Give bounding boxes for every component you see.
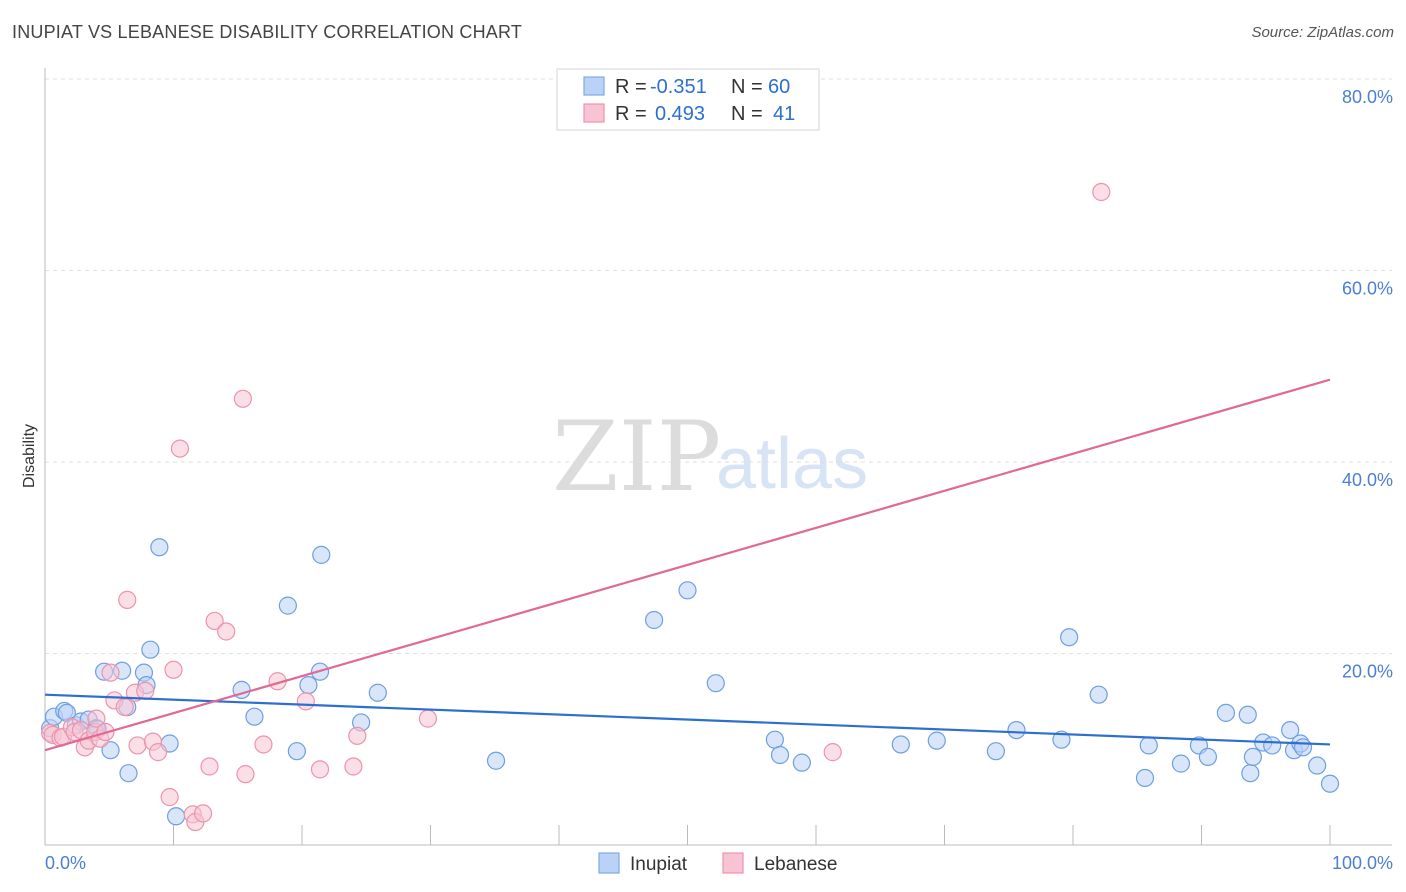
gridlines: [45, 78, 1392, 654]
lebanese-point: [164, 660, 183, 679]
lebanese-point: [101, 663, 120, 682]
x-tick-label-min: 0.0%: [45, 853, 86, 873]
inupiat-point: [101, 741, 120, 760]
lebanese-point: [418, 709, 438, 728]
inupiat-point: [150, 538, 169, 557]
watermark-zip: ZIP: [552, 401, 721, 513]
inupiat-point: [486, 751, 506, 770]
inupiat-point: [678, 581, 697, 600]
inupiat-point: [1007, 720, 1026, 740]
inupiat-point: [368, 683, 387, 702]
bottom-legend-swatch-inupiat: [598, 852, 620, 874]
inupiat-point: [312, 545, 331, 564]
inupiat-point: [1293, 738, 1313, 757]
inupiat-point: [1052, 730, 1071, 749]
inupiat-point: [644, 610, 664, 630]
inupiat-point: [141, 640, 160, 659]
inupiat-point: [119, 764, 138, 783]
lebanese-point: [254, 735, 273, 754]
inupiat-point: [792, 753, 811, 772]
lebanese-point: [87, 709, 106, 728]
lebanese-point: [1092, 182, 1111, 202]
lebanese-point: [118, 590, 137, 609]
inupiat-trend-line: [44, 693, 1331, 746]
inupiat-point: [245, 707, 264, 726]
inupiat-point: [1139, 736, 1158, 755]
legend-n-label-inupiat: N =: [731, 76, 763, 98]
inupiat-point: [287, 742, 306, 761]
inupiat-point: [986, 742, 1006, 761]
inupiat-point: [1320, 774, 1340, 793]
stats-legend: R = -0.351 N = 60 R = 0.493 N = 41: [556, 68, 820, 131]
trend-lines: [44, 378, 1331, 752]
chart-title: INUPIAT VS LEBANESE DISABILITY CORRELATI…: [12, 22, 523, 42]
tick-labels: 20.0% 40.0% 60.0% 80.0% 0.0% 100.0%: [45, 87, 1393, 873]
lebanese-point: [217, 622, 236, 641]
inupiat-point: [1308, 756, 1327, 775]
inupiat-point: [1060, 628, 1079, 647]
inupiat-point: [166, 807, 186, 826]
lebanese-point: [170, 439, 190, 458]
inupiat-point: [1089, 685, 1108, 704]
legend-r-label-inupiat: R =: [615, 76, 647, 98]
inupiat-point: [1243, 747, 1263, 767]
lebanese-point: [310, 760, 330, 779]
lebanese-point: [823, 743, 842, 762]
bottom-legend-label-inupiat: Inupiat: [630, 854, 688, 875]
inupiat-point: [1241, 764, 1260, 783]
series-lebanese: [41, 182, 1111, 832]
legend-r-value-lebanese: 0.493: [655, 103, 705, 125]
inupiat-point: [927, 731, 946, 750]
lebanese-point: [160, 788, 179, 807]
inupiat-point: [1238, 705, 1257, 724]
lebanese-point: [236, 765, 255, 784]
legend-swatch-inupiat: [583, 76, 605, 96]
source-credit: Source: ZipAtlas.com: [1251, 24, 1394, 41]
lebanese-point: [136, 681, 155, 700]
inupiat-point: [299, 675, 318, 695]
lebanese-trend-line: [44, 378, 1331, 752]
inupiat-point: [1198, 747, 1218, 767]
x-tick-label-max: 100.0%: [1332, 853, 1393, 873]
lebanese-point: [296, 692, 315, 711]
legend-n-value-inupiat: 60: [768, 76, 790, 98]
lebanese-point: [148, 743, 168, 762]
bottom-legend-label-lebanese: Lebanese: [754, 854, 837, 875]
inupiat-point: [1135, 768, 1155, 788]
lebanese-point: [344, 757, 363, 776]
inupiat-point: [1281, 720, 1300, 740]
lebanese-point: [115, 698, 134, 717]
series-legend: Inupiat Lebanese: [598, 852, 837, 875]
y-tick-label: 40.0%: [1342, 470, 1393, 490]
inupiat-point: [706, 674, 725, 693]
legend-n-value-lebanese: 41: [773, 103, 795, 125]
legend-r-label-lebanese: R =: [615, 103, 647, 125]
inupiat-point: [891, 735, 910, 754]
inupiat-point: [770, 745, 790, 765]
inupiat-point: [765, 730, 784, 749]
y-tick-label: 60.0%: [1342, 279, 1393, 299]
inupiat-point: [1216, 703, 1236, 722]
legend-swatch-lebanese: [583, 103, 605, 123]
y-axis-label: Disability: [21, 424, 38, 488]
watermark-atlas: atlas: [716, 424, 868, 504]
lebanese-point: [193, 804, 213, 823]
lebanese-point: [233, 389, 252, 408]
lebanese-point: [200, 757, 219, 776]
y-tick-label: 20.0%: [1342, 662, 1393, 682]
series-inupiat: [41, 538, 1340, 826]
lebanese-point: [128, 736, 147, 755]
inupiat-point: [1171, 754, 1191, 773]
y-tick-label: 80.0%: [1342, 87, 1393, 107]
legend-n-label-lebanese: N =: [731, 103, 763, 125]
lebanese-point: [205, 611, 224, 631]
inupiat-point: [278, 596, 297, 615]
lebanese-point: [348, 726, 367, 745]
inupiat-point: [1263, 736, 1282, 755]
legend-r-value-inupiat: -0.351: [650, 76, 707, 98]
bottom-legend-swatch-lebanese: [722, 852, 744, 874]
